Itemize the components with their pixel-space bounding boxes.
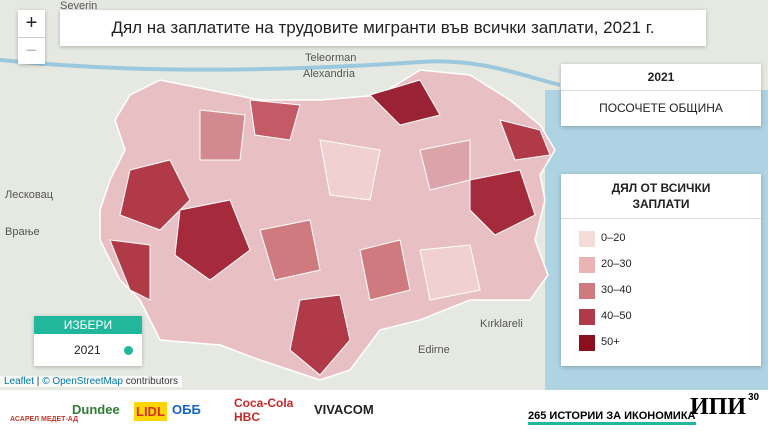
selector: ИЗБЕРИ 2021 <box>34 316 142 366</box>
sponsor: Coca-Cola HBC <box>234 396 294 424</box>
legend-item: 20–30 <box>579 253 761 279</box>
anniversary: 30 <box>748 392 760 403</box>
place-label: Edirne <box>418 344 450 356</box>
municipalities <box>109 79 551 376</box>
option-label: 2021 <box>74 343 101 357</box>
place-label: Severin <box>60 0 98 12</box>
title: Дял на заплатите на трудовите мигранти в… <box>60 10 706 46</box>
zoom-control: + − <box>18 10 45 64</box>
legend-item: 40–50 <box>579 305 761 331</box>
legend-label: 30–40 <box>601 284 632 296</box>
sponsor: ОББ <box>172 402 201 417</box>
sponsor: АСАРЕЛ МЕДЕТ-АД <box>10 416 79 423</box>
info-year: 2021 <box>561 64 761 91</box>
brand: ИПИ <box>690 394 747 420</box>
radio <box>124 346 133 355</box>
legend-item: 50+ <box>579 331 761 357</box>
place-label: Alexandria <box>303 68 355 80</box>
sponsor: Dundee <box>72 402 120 417</box>
map: + − Дял на заплатите на трудовите мигран… <box>0 0 768 390</box>
place-label: Врање <box>5 226 40 238</box>
series: 265 ИСТОРИИ ЗА ИКОНОМИКА <box>528 410 696 425</box>
legend-label: 50+ <box>601 336 620 348</box>
legend-swatch <box>579 335 595 351</box>
legend-swatch <box>579 283 595 299</box>
legend-swatch <box>579 257 595 273</box>
leaflet-link[interactable]: Leaflet <box>4 376 35 387</box>
footer: АСАРЕЛ МЕДЕТ-АД Dundee LIDL ОББ Coca-Col… <box>0 390 768 432</box>
legend-label: 0–20 <box>601 232 626 244</box>
attribution-text: contributors <box>125 376 178 387</box>
legend-title: ДЯЛ ОТ ВСИЧКИ ЗАПЛАТИ <box>561 174 761 219</box>
legend: ДЯЛ ОТ ВСИЧКИ ЗАПЛАТИ 0–20 20–30 30–40 40–5… <box>561 174 761 366</box>
selector-title: ИЗБЕРИ <box>34 316 142 334</box>
selector-option[interactable]: 2021 <box>34 334 142 366</box>
attribution: Leaflet | © OpenStreetMap contributors <box>0 376 182 387</box>
info-box: 2021 ПОСОЧЕТЕ ОБЩИНА <box>561 64 761 126</box>
map-layer <box>0 58 768 390</box>
sponsor: VIVACOM <box>314 402 374 417</box>
info-prompt: ПОСОЧЕТЕ ОБЩИНА <box>599 101 723 115</box>
osm-link[interactable]: © OpenStreetMap <box>42 376 123 387</box>
legend-label: 40–50 <box>601 310 632 322</box>
zoom-out[interactable]: − <box>25 40 38 62</box>
zoom-in[interactable]: + <box>18 10 45 38</box>
legend-label: 20–30 <box>601 258 632 270</box>
legend-swatch <box>579 309 595 325</box>
place-label: Kırklareli <box>480 318 523 330</box>
legend-item: 30–40 <box>579 279 761 305</box>
place-label: Лесковац <box>5 189 54 201</box>
danube <box>0 58 561 87</box>
sponsor: LIDL <box>134 402 167 421</box>
legend-swatch <box>579 231 595 247</box>
legend-item: 0–20 <box>579 227 761 253</box>
place-label: Teleorman <box>305 52 357 64</box>
